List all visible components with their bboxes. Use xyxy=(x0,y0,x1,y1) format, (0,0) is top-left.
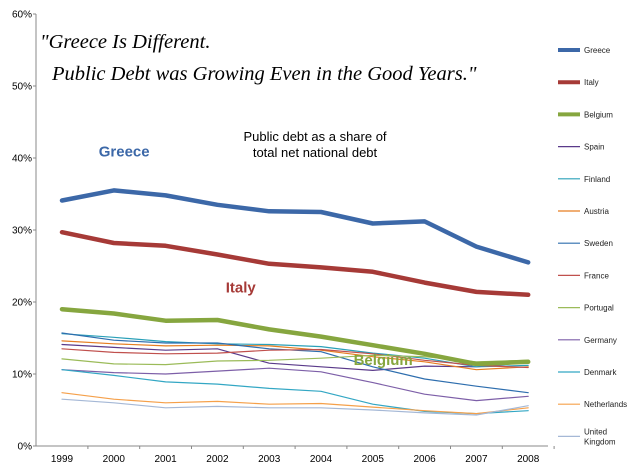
legend-label-denmark: Denmark xyxy=(584,368,617,377)
series-line-italy xyxy=(59,229,531,298)
series-annotations: Greece Italy Belgium xyxy=(99,143,413,369)
legend-label-spain: Spain xyxy=(584,143,604,152)
legend-label-finland: Finland xyxy=(584,175,610,184)
legend-label-portugal: Portugal xyxy=(584,304,614,313)
legend-label-france: France xyxy=(584,271,609,280)
series-line-france xyxy=(61,348,529,369)
series-line-greece xyxy=(59,188,531,265)
y-tick-label: 0% xyxy=(18,442,33,453)
x-tick-label: 2008 xyxy=(517,454,540,465)
y-tick-label: 10% xyxy=(12,370,32,381)
annotation-greece: Greece xyxy=(99,143,150,160)
x-tick-label: 2005 xyxy=(362,454,385,465)
chart-quote-line-2: Public Debt was Growing Even in the Good… xyxy=(51,63,477,85)
legend-label-austria: Austria xyxy=(584,207,609,216)
series-line-sweden xyxy=(61,332,529,394)
legend-label-united-kingdom-cont: Kingdom xyxy=(584,437,616,446)
legend-label-united-kingdom: United xyxy=(584,427,607,436)
x-tick-label: 2007 xyxy=(465,454,488,465)
x-tick-label: 2003 xyxy=(258,454,281,465)
legend-label-italy: Italy xyxy=(584,78,599,87)
legend: Greece Italy Belgium Spain Finland Austria Swe… xyxy=(558,46,627,446)
series-line-denmark xyxy=(61,369,529,415)
legend-label-greece: Greece xyxy=(584,46,611,55)
y-tick-label: 40% xyxy=(12,154,32,165)
annotation-belgium: Belgium xyxy=(354,352,413,369)
legend-label-netherlands: Netherlands xyxy=(584,400,627,409)
y-tick-labels: 0% 10% 20% 30% 40% 50% 60% xyxy=(12,10,36,453)
legend-label-germany: Germany xyxy=(584,336,617,345)
legend-label-sweden: Sweden xyxy=(584,239,613,248)
x-tick-label: 2004 xyxy=(310,454,333,465)
chart-subtitle-line-2: total net national debt xyxy=(253,145,378,160)
series-line-germany xyxy=(61,367,529,402)
annotation-italy: Italy xyxy=(226,279,257,296)
legend-label-belgium: Belgium xyxy=(584,110,613,119)
y-tick-label: 20% xyxy=(12,298,32,309)
y-tick-label: 60% xyxy=(12,10,32,21)
x-tick-label: 2001 xyxy=(154,454,177,465)
series-line-belgium xyxy=(59,306,531,367)
x-tick-label: 2006 xyxy=(413,454,436,465)
series-line-netherlands xyxy=(61,392,529,415)
series-line-austria xyxy=(61,340,529,371)
chart-subtitle-line-1: Public debt as a share of xyxy=(243,129,386,144)
x-tick-labels: 1999 2000 2001 2002 2003 2004 2005 2006 2007 2008 xyxy=(51,446,555,465)
y-tick-label: 30% xyxy=(12,226,32,237)
x-tick-label: 2002 xyxy=(206,454,229,465)
series-line-united-kingdom xyxy=(61,398,529,416)
chart-quote-line-1: "Greece Is Different. xyxy=(40,31,210,53)
y-tick-label: 50% xyxy=(12,82,32,93)
series-lines xyxy=(59,188,531,416)
x-tick-label: 2000 xyxy=(103,454,126,465)
x-tick-label: 1999 xyxy=(51,454,74,465)
series-line-spain xyxy=(61,343,529,371)
